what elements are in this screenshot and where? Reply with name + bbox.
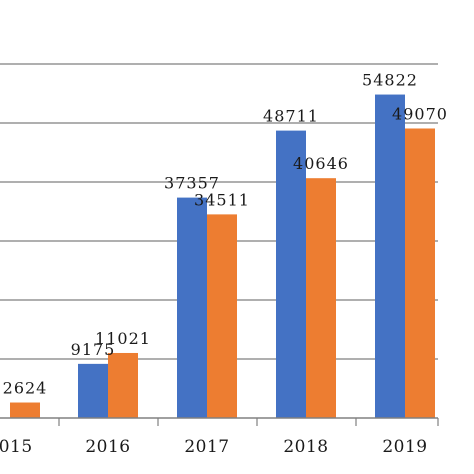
bar-series1-2017	[177, 197, 207, 418]
bar-series1-2016	[78, 363, 108, 418]
data-label: 9175	[71, 340, 116, 359]
data-label: 49070	[392, 104, 448, 123]
x-tick-label: 2017	[184, 437, 229, 457]
x-tick-label: 2018	[283, 437, 328, 457]
data-labels: 9175 37357 48711 54822 2624 11021 34511 40646 49…	[3, 71, 448, 398]
bar-series2-2019	[405, 128, 435, 418]
x-tick-labels: 2015 2016 2017 2018 2019	[0, 437, 427, 457]
bars	[10, 94, 435, 418]
x-tick-label: 2019	[382, 437, 427, 457]
data-label: 2624	[3, 379, 48, 398]
bar-series1-2019	[375, 94, 405, 418]
bar-series2-2017	[207, 214, 237, 418]
data-label: 40646	[293, 154, 349, 173]
bar-series2-2015	[10, 402, 40, 418]
data-label: 11021	[95, 329, 151, 348]
x-axis	[0, 417, 439, 426]
data-label: 54822	[362, 71, 418, 90]
x-tick-label: 2016	[85, 437, 130, 457]
x-tick-label: 2015	[0, 437, 33, 457]
bar-series2-2018	[306, 178, 336, 418]
data-label: 37357	[164, 174, 220, 193]
bar-series1-2018	[276, 130, 306, 418]
bar-series2-2016	[108, 352, 138, 418]
data-label: 48711	[263, 107, 319, 126]
data-label: 34511	[194, 190, 250, 209]
